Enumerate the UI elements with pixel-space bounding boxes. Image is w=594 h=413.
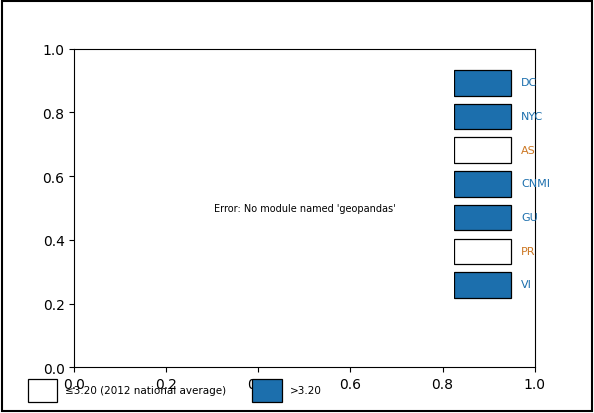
Text: PR: PR [522,246,536,256]
Text: NYC: NYC [522,112,544,121]
Text: GU: GU [522,212,538,223]
Text: Error: No module named 'geopandas': Error: No module named 'geopandas' [214,204,395,214]
Text: DC: DC [522,78,538,88]
Text: ≤3.20 (2012 national average): ≤3.20 (2012 national average) [65,385,226,395]
Bar [454,104,510,130]
Bar [454,205,510,231]
Bar [454,239,510,264]
Bar [454,138,510,164]
Bar [28,379,57,402]
Text: AS: AS [522,145,536,155]
Bar [454,172,510,197]
Text: CNMI: CNMI [522,179,550,189]
Text: VI: VI [522,280,532,290]
Bar [454,273,510,298]
Bar [454,71,510,96]
Bar [252,379,282,402]
Text: >3.20: >3.20 [290,385,322,395]
